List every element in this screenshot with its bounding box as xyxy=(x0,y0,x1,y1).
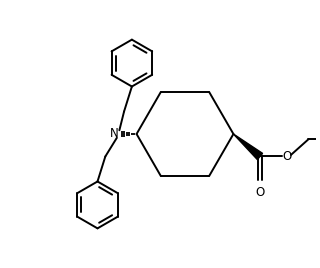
Text: O: O xyxy=(255,186,265,199)
Polygon shape xyxy=(233,134,263,160)
Text: O: O xyxy=(282,150,291,163)
Text: N: N xyxy=(110,128,119,140)
